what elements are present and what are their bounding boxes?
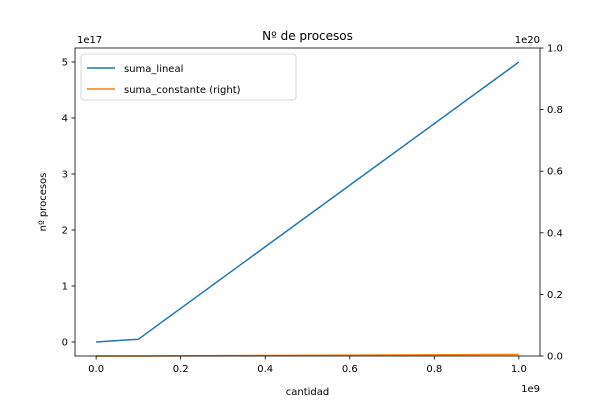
legend-label-suma-constante: suma_constante (right) <box>124 85 241 96</box>
y-right-tick-label: 0.4 <box>547 228 563 239</box>
y-left-axis-ticks: 0 1 2 3 4 5 <box>62 58 75 349</box>
y-left-tick-label: 0 <box>62 338 68 349</box>
y-right-axis-ticks: 0.0 0.2 0.4 0.6 0.8 1.0 <box>540 44 563 363</box>
legend-label-suma-lineal: suma_lineal <box>124 64 183 75</box>
y-right-tick-label: 0.0 <box>547 352 563 363</box>
y-right-tick-label: 0.2 <box>547 290 563 301</box>
y-right-tick-label: 0.6 <box>547 167 563 178</box>
legend-box <box>80 53 297 101</box>
x-tick-label: 0.6 <box>342 364 358 375</box>
y-left-tick-label: 1 <box>62 282 68 293</box>
x-axis-label: cantidad <box>286 387 330 398</box>
y-left-tick-label: 2 <box>62 226 68 237</box>
y-right-tick-label: 0.8 <box>547 105 563 116</box>
x-offset-label: 1e9 <box>521 384 540 395</box>
x-axis-ticks: 0.0 0.2 0.4 0.6 0.8 1.0 <box>88 356 527 375</box>
x-tick-label: 0.2 <box>173 364 189 375</box>
y-right-offset-label: 1e20 <box>515 35 540 46</box>
y-left-tick-label: 3 <box>62 170 68 181</box>
y-axis-label: nº procesos <box>38 173 49 232</box>
plot-frame <box>74 47 541 357</box>
legend: suma_lineal suma_constante (right) <box>80 53 297 101</box>
x-tick-label: 0.8 <box>426 364 442 375</box>
series-line-0 <box>96 61 520 343</box>
y-left-tick-label: 5 <box>62 58 68 69</box>
y-left-tick-label: 4 <box>62 114 68 125</box>
y-left-offset-label: 1e17 <box>77 35 102 46</box>
chart-title: Nº de procesos <box>262 29 353 43</box>
x-tick-label: 0.0 <box>88 364 104 375</box>
y-right-tick-label: 1.0 <box>547 44 563 55</box>
x-tick-label: 1.0 <box>511 364 527 375</box>
x-tick-label: 0.4 <box>257 364 273 375</box>
